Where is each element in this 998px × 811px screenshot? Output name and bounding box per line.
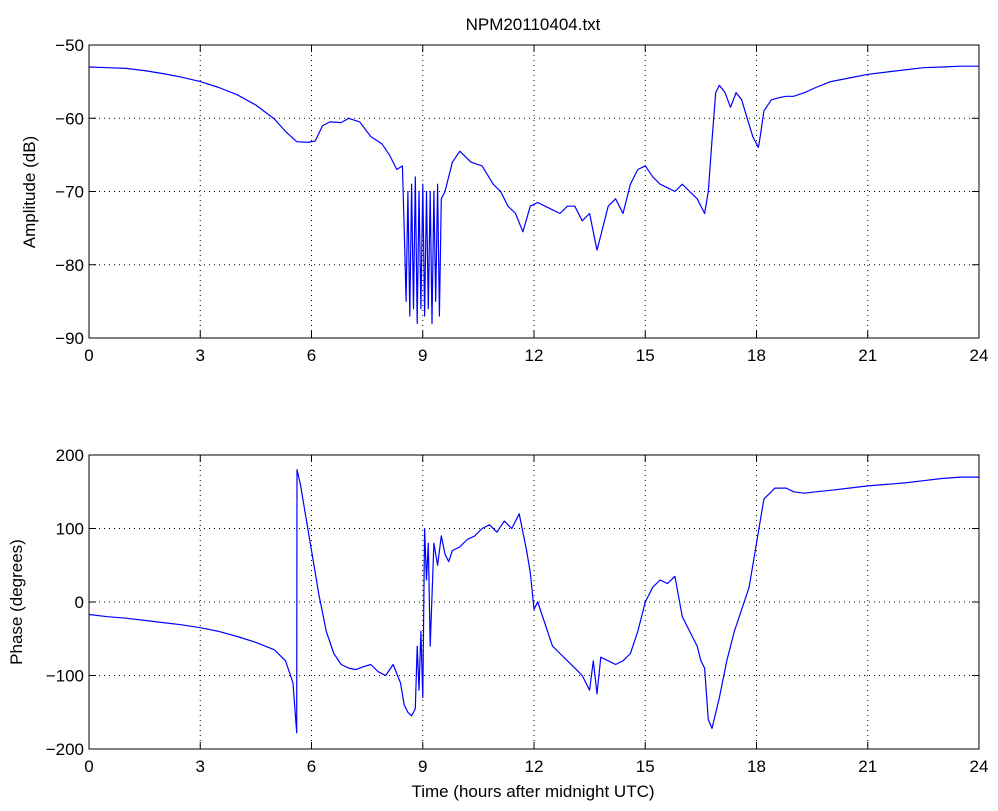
amplitude-axes: 0 3 6 9 12 15 18 21 24 −90 −80 −70 −60 −50 [55,36,988,365]
phase-y-axis-label: Phase (degrees) [7,539,26,665]
phase-series-line [88,469,979,734]
phase-y-tick-label: 100 [56,520,84,539]
phase-x-tick-label: 9 [418,757,427,776]
phase-x-tick-label: 24 [970,757,989,776]
phase-axes: 0 3 6 9 12 15 18 21 24 −200 −100 0 100 200 [46,446,989,776]
phase-x-tick-label: 0 [84,757,93,776]
phase-x-tick-label: 12 [525,757,544,776]
phase-x-axis-label: Time (hours after midnight UTC) [411,782,654,801]
amplitude-x-tick-label: 15 [636,346,655,365]
phase-y-tick-label: 200 [56,446,84,465]
phase-y-tick-label: −100 [46,667,84,686]
phase-x-tick-label: 18 [747,757,766,776]
amplitude-y-tick-label: −60 [55,109,84,128]
amplitude-x-tick-label: 0 [84,346,93,365]
amplitude-y-tick-label: −80 [55,256,84,275]
amplitude-x-tick-label: 12 [525,346,544,365]
amplitude-x-tick-label: 9 [418,346,427,365]
amplitude-series-line [88,65,979,324]
amplitude-y-axis-label: Amplitude (dB) [20,136,39,248]
amplitude-x-tick-label: 24 [970,346,989,365]
amplitude-x-tick-label: 3 [196,346,205,365]
phase-x-tick-label: 3 [196,757,205,776]
phase-x-tick-label: 6 [307,757,316,776]
figure-title: NPM20110404.txt [466,15,601,34]
amplitude-y-tick-label: −70 [55,183,84,202]
phase-y-tick-label: 0 [75,593,84,612]
amplitude-y-tick-label: −50 [55,36,84,55]
amplitude-x-tick-label: 18 [747,346,766,365]
phase-y-tick-label: −200 [46,740,84,759]
amplitude-x-tick-label: 6 [307,346,316,365]
amplitude-y-tick-label: −90 [55,329,84,348]
phase-x-tick-label: 21 [858,757,877,776]
phase-x-tick-label: 15 [636,757,655,776]
amplitude-x-tick-label: 21 [858,346,877,365]
